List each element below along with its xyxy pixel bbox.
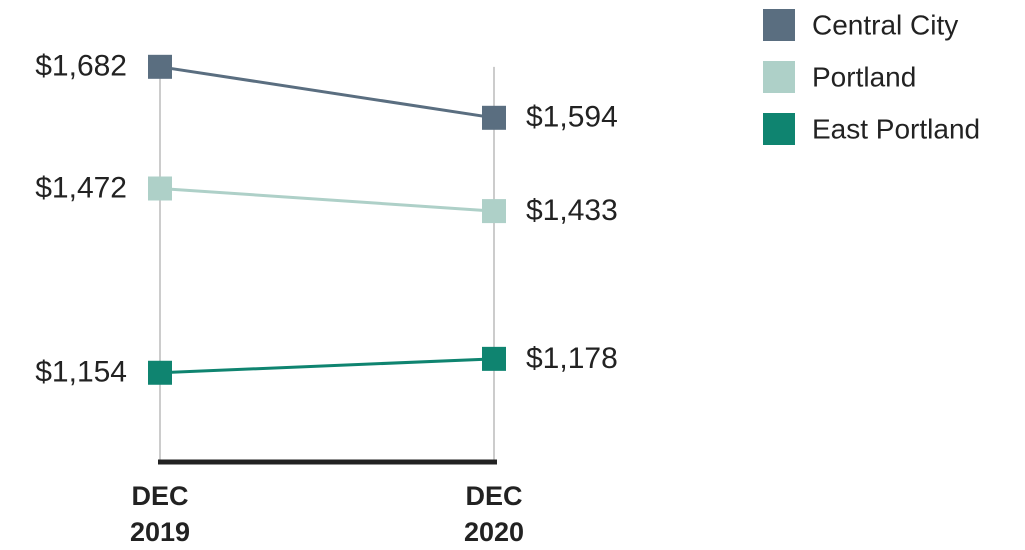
- marker: [148, 176, 172, 201]
- value-label: $1,682: [35, 50, 127, 83]
- legend-swatch: [763, 61, 795, 93]
- x-tick-label: DEC 2019: [129, 481, 191, 547]
- marker: [148, 360, 172, 385]
- marker: [148, 54, 172, 79]
- legend-label: Central City: [812, 9, 958, 40]
- value-label: $1,594: [526, 101, 618, 134]
- series-line: [159, 187, 495, 213]
- legend-swatch: [763, 113, 795, 145]
- marker: [482, 105, 506, 130]
- marker: [482, 346, 506, 371]
- value-label: $1,472: [35, 171, 127, 204]
- value-label: $1,433: [526, 194, 618, 227]
- value-label: $1,154: [35, 356, 127, 389]
- legend-label: Portland: [812, 61, 916, 92]
- legend-label: East Portland: [812, 113, 980, 144]
- marker: [482, 199, 506, 224]
- value-label: $1,178: [526, 342, 618, 375]
- legend-swatch: [763, 9, 795, 41]
- series-line: [159, 357, 495, 375]
- series-line: [159, 65, 495, 120]
- x-tick-label: DEC 2020: [463, 481, 525, 547]
